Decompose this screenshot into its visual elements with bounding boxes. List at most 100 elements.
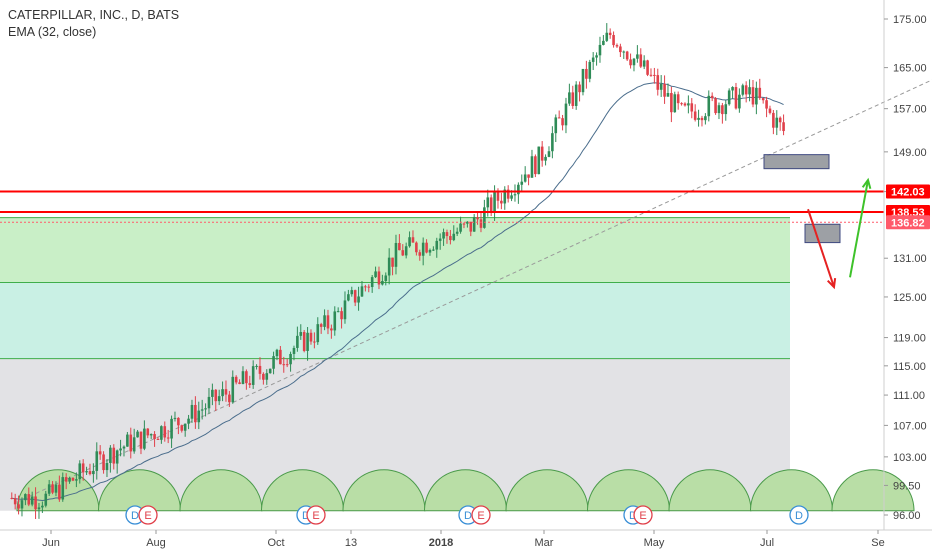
candle-body: [530, 156, 534, 178]
x-tick-label: May: [644, 537, 665, 549]
candle-body: [564, 103, 568, 126]
x-tick-label: Jul: [760, 537, 774, 549]
candle-body: [483, 207, 486, 228]
earnings-event-icon[interactable]: [471, 505, 491, 525]
candle-body: [92, 470, 95, 475]
earnings-event-icon[interactable]: [633, 505, 653, 525]
candle-body: [24, 494, 27, 501]
x-tick-label: 13: [345, 537, 357, 549]
price-tag-label: 136.82: [891, 217, 925, 229]
y-tick-label: 103.00: [893, 452, 927, 464]
candle-body: [690, 103, 694, 112]
candle-body: [119, 448, 122, 451]
candle-body: [476, 217, 479, 220]
candle-body: [370, 277, 374, 288]
candle-body: [129, 434, 133, 452]
candle-body: [180, 425, 184, 431]
earnings-event-icon[interactable]: [306, 505, 326, 525]
arrow-up[interactable]: [849, 179, 869, 278]
projection-box-upper[interactable]: [763, 154, 830, 170]
candle-body: [486, 197, 490, 208]
candle-body: [554, 117, 558, 134]
candle-body: [146, 428, 150, 436]
chart-legend: CATERPILLAR, INC., D, BATS EMA (32, clos…: [8, 7, 179, 41]
earnings-event-icon[interactable]: [138, 505, 158, 525]
arrow-up-head: [861, 177, 872, 190]
candle-body: [387, 257, 391, 276]
candle-body: [574, 84, 578, 106]
projection-box-lower[interactable]: [804, 223, 841, 244]
candle-body: [353, 290, 357, 303]
candle-body: [666, 93, 670, 97]
candle-body: [534, 156, 537, 175]
x-tick-label: Mar: [535, 537, 554, 549]
candle-body: [343, 300, 347, 320]
candle-body: [557, 117, 561, 119]
y-tick-label: 125.00: [893, 292, 927, 304]
candle-body: [306, 332, 309, 351]
candle-body: [469, 221, 473, 232]
event-label: D: [464, 510, 472, 522]
candle-body: [693, 111, 697, 120]
price-tag[interactable]: [886, 215, 930, 230]
candle-body: [625, 51, 629, 60]
cycle-arc: [749, 469, 834, 512]
cycle-arc: [831, 469, 915, 512]
candle-body: [442, 232, 445, 239]
candle-body: [527, 174, 530, 178]
candle-body: [636, 54, 639, 59]
arrow-down[interactable]: [807, 208, 835, 288]
candle-body: [136, 431, 139, 438]
dividend-event-icon[interactable]: [789, 505, 809, 525]
candle-body: [78, 463, 82, 480]
candle-body: [289, 353, 292, 365]
candle-body: [88, 471, 92, 475]
candle-body: [772, 112, 775, 128]
candle-body: [51, 484, 54, 493]
candle-body: [595, 55, 598, 58]
candle-body: [500, 200, 503, 204]
candle-body: [177, 417, 180, 426]
candle-body: [10, 497, 14, 499]
candle-body: [13, 498, 17, 505]
candle-body: [612, 35, 615, 46]
price-tag-label: 142.03: [891, 186, 925, 198]
candle-body: [115, 450, 119, 464]
candle-body: [653, 74, 656, 76]
candle-body: [496, 192, 500, 201]
candle-body: [459, 223, 462, 232]
y-tick-label: 149.00: [893, 147, 927, 159]
y-tick-label: 107.00: [893, 420, 927, 432]
candle-body: [47, 484, 51, 494]
event-label: E: [477, 510, 484, 522]
candle-body: [707, 95, 711, 117]
candle-body: [646, 60, 649, 75]
candle-body: [489, 197, 493, 213]
candle-body: [228, 394, 231, 403]
candle-body: [323, 315, 326, 327]
candle-body: [285, 364, 289, 366]
cycle-arc: [586, 469, 671, 512]
candle-body: [523, 174, 527, 182]
candle-body: [149, 434, 153, 436]
candle-body: [34, 496, 37, 510]
candle-body: [401, 250, 405, 256]
candle-body: [768, 108, 772, 113]
candle-body: [615, 45, 619, 47]
candle-body: [194, 404, 197, 423]
candle-body: [170, 418, 173, 439]
candle-body: [649, 74, 653, 76]
candle-body: [214, 389, 218, 402]
candle-body: [619, 46, 622, 53]
candle-body: [64, 477, 68, 482]
candle-body: [714, 98, 717, 114]
candle-body: [591, 57, 595, 62]
candle-body: [204, 408, 207, 410]
candle-body: [744, 85, 748, 95]
event-label: E: [312, 510, 319, 522]
price-tag[interactable]: [886, 184, 930, 199]
candle-body: [347, 294, 350, 301]
candle-body: [629, 59, 632, 66]
candle-body: [418, 252, 422, 256]
